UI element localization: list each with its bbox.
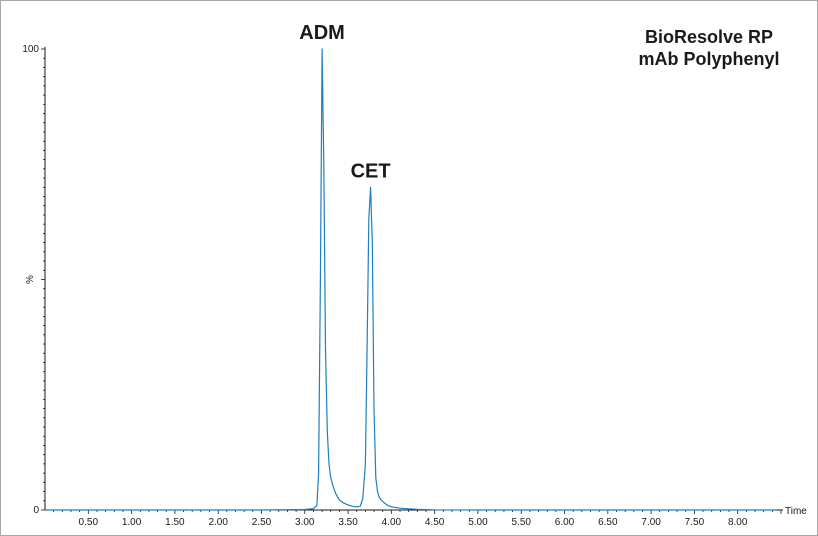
x-tick-label: 1.00 — [122, 517, 142, 528]
x-tick-label: 5.50 — [512, 517, 532, 528]
chart-title-line: mAb Polyphenyl — [638, 49, 779, 69]
peak-label-adm: ADM — [299, 22, 345, 44]
chart-title-line: BioResolve RP — [645, 27, 773, 47]
x-tick-label: 4.50 — [425, 517, 445, 528]
x-tick-label: 3.50 — [338, 517, 358, 528]
x-tick-label: 2.00 — [208, 517, 228, 528]
x-tick-label: 5.00 — [468, 517, 488, 528]
y-tick-label: 0 — [33, 505, 39, 516]
x-tick-label: 6.00 — [555, 517, 575, 528]
x-axis-label: Time — [785, 506, 807, 517]
x-tick-label: 8.00 — [728, 517, 748, 528]
x-tick-label: 3.00 — [295, 517, 315, 528]
chromatogram-trace — [45, 48, 777, 511]
x-tick-label: 4.00 — [382, 517, 402, 528]
peak-label-cet: CET — [351, 160, 391, 182]
x-tick-label: 2.50 — [252, 517, 272, 528]
x-tick-label: 7.00 — [641, 517, 661, 528]
trace-group — [45, 48, 777, 511]
x-tick-label: 1.50 — [165, 517, 185, 528]
ticks-group: 0.50 1.00 1.50 2.00 2.50 3.00 3.50 4.00 4.50 5.00… — [22, 44, 782, 528]
axes-group — [44, 47, 783, 511]
x-tick-label: 6.50 — [598, 517, 618, 528]
x-tick-label: 0.50 — [79, 517, 99, 528]
x-tick-label: 7.50 — [685, 517, 705, 528]
y-axis-label: % — [25, 275, 36, 284]
y-tick-label: 100 — [22, 44, 39, 55]
